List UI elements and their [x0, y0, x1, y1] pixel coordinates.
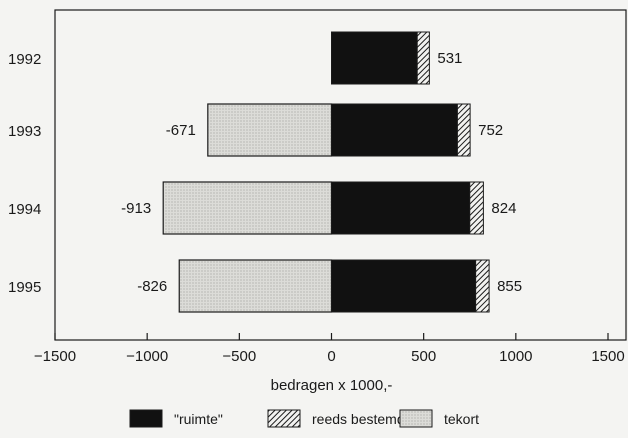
bar-ruimte-1995 [331, 259, 477, 313]
axis-layer: −1500 −1000 −500 0 500 1000 1500 [34, 333, 625, 365]
bar-reeds-bestemd-1995 [475, 259, 490, 313]
x-tick-label--500: −500 [222, 348, 256, 365]
x-tick-label-0: 0 [327, 348, 335, 365]
legend-swatch-tekort [399, 409, 433, 428]
legend-label-ruimte: "ruimte" [174, 411, 223, 427]
bar-reeds-bestemd-1993 [456, 103, 471, 157]
data-label-negative-1993: -671 [166, 122, 196, 139]
data-label-positive-1992: 531 [437, 50, 462, 67]
legend-label-tekort: tekort [444, 411, 479, 427]
data-label-negative-1994: -913 [121, 200, 151, 217]
data-label-positive-1995: 855 [497, 278, 522, 295]
legend-label-reeds-bestemd: reeds bestemd [312, 411, 405, 427]
bar-ruimte-1993 [331, 103, 458, 157]
bar-tekort-1995 [178, 259, 333, 313]
x-tick-label--1500: −1500 [34, 348, 76, 365]
x-tick-label-500: 500 [411, 348, 436, 365]
bar-tekort-1993 [207, 103, 333, 157]
bar-tekort-1994 [162, 181, 333, 235]
bar-ruimte-1994 [331, 181, 471, 235]
data-label-negative-1995: -826 [137, 278, 167, 295]
category-label-1995: 1995 [8, 279, 41, 296]
data-label-positive-1994: 824 [491, 200, 516, 217]
category-label-1993: 1993 [8, 123, 41, 140]
legend: "ruimte" reeds bestemd tekort [129, 409, 479, 428]
x-tick-label-1000: 1000 [499, 348, 532, 365]
x-axis-title: bedragen x 1000,- [271, 377, 393, 394]
bar-reeds-bestemd-1992 [416, 31, 430, 85]
bar-reeds-bestemd-1994 [469, 181, 484, 235]
bars-layer [162, 31, 490, 313]
bar-ruimte-1992 [331, 31, 418, 85]
category-label-1992: 1992 [8, 51, 41, 68]
labels-layer: 1992 531 1993 752 -671 1994 824 -913 1995 855 -826 [8, 50, 522, 296]
data-label-positive-1993: 752 [478, 122, 503, 139]
category-label-1994: 1994 [8, 201, 41, 218]
x-tick-label--1000: −1000 [126, 348, 168, 365]
legend-swatch-reeds-bestemd [267, 409, 301, 428]
legend-swatch-ruimte [129, 409, 163, 428]
x-tick-label-1500: 1500 [591, 348, 624, 365]
